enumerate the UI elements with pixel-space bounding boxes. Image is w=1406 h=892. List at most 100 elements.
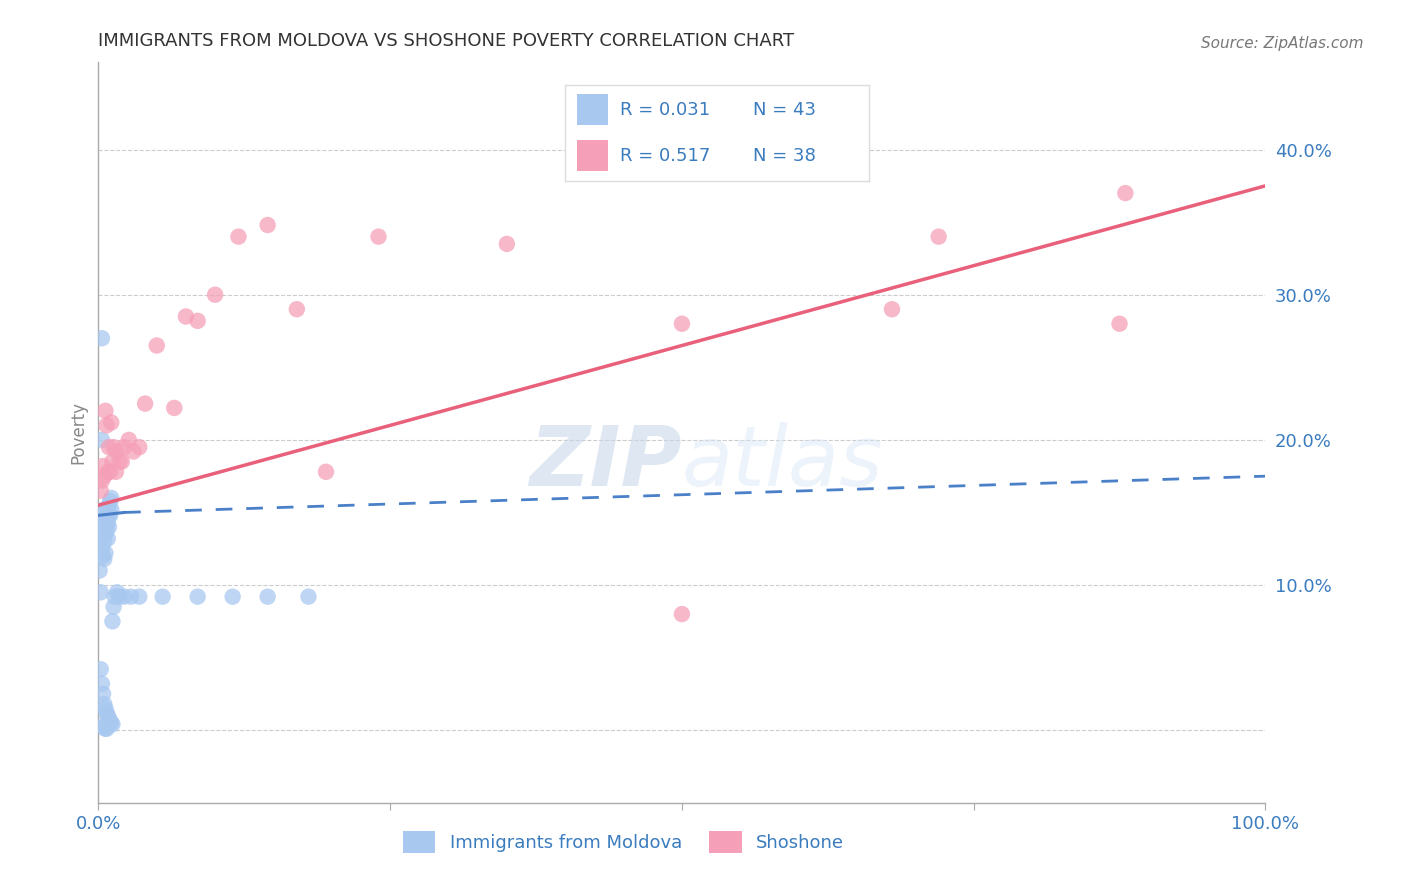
Point	[90, 541, 112, 556]
Point	[94, 404, 117, 418]
Point	[285, 302, 308, 317]
Legend: Immigrants from Moldova, Shoshone: Immigrants from Moldova, Shoshone	[395, 824, 852, 861]
Point	[96, 706, 118, 720]
Point	[93, 552, 115, 566]
Point	[94, 701, 117, 715]
Point	[98, 508, 121, 523]
Point	[256, 590, 278, 604]
Point	[97, 508, 120, 523]
Point	[94, 502, 117, 516]
Point	[496, 236, 519, 251]
Point	[187, 314, 209, 328]
Point	[97, 708, 120, 723]
Point	[96, 502, 118, 516]
Point	[104, 465, 127, 479]
Point	[98, 493, 121, 508]
Text: atlas: atlas	[682, 422, 883, 503]
Point	[90, 331, 112, 345]
Point	[96, 722, 118, 736]
Point	[97, 516, 120, 530]
Point	[94, 546, 117, 560]
Y-axis label: Poverty: Poverty	[69, 401, 87, 464]
Text: IMMIGRANTS FROM MOLDOVA VS SHOSHONE POVERTY CORRELATION CHART: IMMIGRANTS FROM MOLDOVA VS SHOSHONE POVE…	[98, 32, 794, 50]
Point	[94, 527, 117, 541]
Point	[100, 491, 122, 505]
Point	[98, 465, 121, 479]
Point	[1108, 317, 1130, 331]
Point	[91, 549, 114, 563]
Point	[94, 516, 117, 530]
Point	[204, 287, 226, 301]
Point	[89, 564, 111, 578]
Point	[297, 590, 319, 604]
Point	[101, 455, 124, 469]
Point	[97, 498, 120, 512]
Point	[128, 440, 150, 454]
Point	[94, 722, 117, 736]
Point	[90, 520, 112, 534]
Point	[91, 687, 114, 701]
Point	[187, 590, 209, 604]
Point	[91, 506, 114, 520]
Point	[97, 712, 120, 726]
Point	[112, 590, 135, 604]
Point	[228, 229, 250, 244]
Text: ZIP: ZIP	[529, 422, 682, 503]
Point	[108, 590, 131, 604]
Point	[90, 677, 112, 691]
Point	[97, 520, 120, 534]
Point	[97, 532, 120, 546]
Point	[96, 418, 118, 433]
Point	[93, 502, 115, 516]
Point	[880, 302, 903, 317]
Point	[146, 338, 169, 352]
Point	[315, 465, 337, 479]
Point	[93, 516, 115, 530]
Point	[108, 455, 131, 469]
Point	[90, 506, 112, 520]
Point	[98, 714, 121, 729]
Point	[112, 440, 135, 454]
Point	[97, 440, 120, 454]
Point	[256, 218, 278, 232]
Point	[928, 229, 950, 244]
Point	[91, 458, 114, 473]
Point	[163, 401, 186, 415]
Point	[221, 590, 243, 604]
Point	[1114, 186, 1136, 200]
Point	[90, 474, 112, 488]
Point	[671, 317, 693, 331]
Point	[104, 590, 127, 604]
Point	[105, 585, 128, 599]
Point	[105, 444, 128, 458]
Point	[100, 715, 122, 730]
Point	[90, 483, 112, 498]
Point	[101, 717, 124, 731]
Point	[103, 440, 125, 454]
Point	[100, 416, 122, 430]
Point	[111, 455, 134, 469]
Point	[93, 720, 115, 734]
Point	[90, 527, 112, 541]
Point	[128, 590, 150, 604]
Point	[367, 229, 389, 244]
Point	[118, 433, 141, 447]
Point	[96, 523, 118, 537]
Point	[90, 433, 112, 447]
Point	[122, 444, 145, 458]
Point	[91, 523, 114, 537]
Point	[90, 662, 112, 676]
Point	[90, 585, 112, 599]
Point	[120, 590, 142, 604]
Text: Source: ZipAtlas.com: Source: ZipAtlas.com	[1201, 36, 1364, 51]
Point	[93, 697, 115, 711]
Point	[101, 615, 124, 629]
Point	[100, 502, 122, 516]
Point	[91, 719, 114, 733]
Point	[103, 599, 125, 614]
Point	[97, 502, 120, 516]
Point	[152, 590, 174, 604]
Point	[93, 469, 115, 483]
Point	[134, 396, 156, 410]
Point	[174, 310, 197, 324]
